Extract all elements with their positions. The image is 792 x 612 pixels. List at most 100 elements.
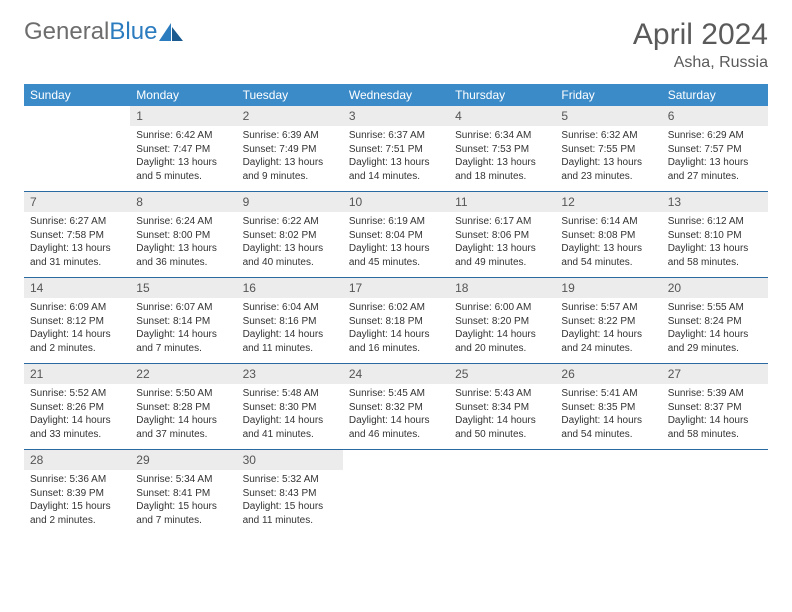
day-line: Sunrise: 5:32 AM (243, 473, 337, 487)
day-number (555, 449, 661, 470)
day-header: Thursday (449, 84, 555, 106)
day-body (24, 126, 130, 184)
day-line: Daylight: 13 hours (243, 156, 337, 170)
day-line: and 50 minutes. (455, 428, 549, 442)
day-body: Sunrise: 6:12 AMSunset: 8:10 PMDaylight:… (662, 212, 768, 277)
day-line: Sunset: 8:18 PM (349, 315, 443, 329)
day-body: Sunrise: 6:07 AMSunset: 8:14 PMDaylight:… (130, 298, 236, 363)
day-number (343, 449, 449, 470)
day-header-row: SundayMondayTuesdayWednesdayThursdayFrid… (24, 84, 768, 106)
day-line: Sunrise: 6:24 AM (136, 215, 230, 229)
day-line: Daylight: 14 hours (561, 414, 655, 428)
day-number: 13 (662, 191, 768, 212)
calendar-day (449, 449, 555, 535)
day-number: 5 (555, 106, 661, 126)
day-line: Daylight: 13 hours (561, 156, 655, 170)
day-number: 26 (555, 363, 661, 384)
day-line: Sunrise: 6:19 AM (349, 215, 443, 229)
day-line: Daylight: 14 hours (243, 414, 337, 428)
day-line: Daylight: 14 hours (136, 328, 230, 342)
day-number: 20 (662, 277, 768, 298)
day-line: Sunset: 8:24 PM (668, 315, 762, 329)
day-number: 14 (24, 277, 130, 298)
day-line: Daylight: 14 hours (561, 328, 655, 342)
day-body: Sunrise: 5:36 AMSunset: 8:39 PMDaylight:… (24, 470, 130, 535)
day-line: Sunrise: 5:50 AM (136, 387, 230, 401)
day-body: Sunrise: 6:22 AMSunset: 8:02 PMDaylight:… (237, 212, 343, 277)
calendar-table: SundayMondayTuesdayWednesdayThursdayFrid… (24, 84, 768, 535)
day-line: Daylight: 13 hours (455, 242, 549, 256)
calendar-week: 7Sunrise: 6:27 AMSunset: 7:58 PMDaylight… (24, 191, 768, 277)
calendar-day: 23Sunrise: 5:48 AMSunset: 8:30 PMDayligh… (237, 363, 343, 449)
day-line: Sunset: 8:32 PM (349, 401, 443, 415)
day-line: Daylight: 14 hours (455, 414, 549, 428)
day-number: 29 (130, 449, 236, 470)
day-line: Sunrise: 5:41 AM (561, 387, 655, 401)
day-line: Sunrise: 5:48 AM (243, 387, 337, 401)
day-header: Sunday (24, 84, 130, 106)
calendar-day: 13Sunrise: 6:12 AMSunset: 8:10 PMDayligh… (662, 191, 768, 277)
day-line: Sunrise: 6:42 AM (136, 129, 230, 143)
day-line: Daylight: 14 hours (349, 414, 443, 428)
day-line: Sunset: 8:08 PM (561, 229, 655, 243)
calendar-day: 4Sunrise: 6:34 AMSunset: 7:53 PMDaylight… (449, 106, 555, 191)
calendar-day: 21Sunrise: 5:52 AMSunset: 8:26 PMDayligh… (24, 363, 130, 449)
day-line: Sunrise: 6:09 AM (30, 301, 124, 315)
calendar-day: 16Sunrise: 6:04 AMSunset: 8:16 PMDayligh… (237, 277, 343, 363)
day-line: Sunset: 8:14 PM (136, 315, 230, 329)
day-line: and 20 minutes. (455, 342, 549, 356)
calendar-day (343, 449, 449, 535)
day-number: 15 (130, 277, 236, 298)
day-body: Sunrise: 6:02 AMSunset: 8:18 PMDaylight:… (343, 298, 449, 363)
day-line: Sunrise: 6:29 AM (668, 129, 762, 143)
day-line: Daylight: 14 hours (668, 328, 762, 342)
day-line: Daylight: 13 hours (30, 242, 124, 256)
day-body (449, 470, 555, 528)
calendar-week: 28Sunrise: 5:36 AMSunset: 8:39 PMDayligh… (24, 449, 768, 535)
day-line: Daylight: 14 hours (30, 328, 124, 342)
logo-text-general: General (24, 18, 109, 45)
day-line: Sunset: 7:53 PM (455, 143, 549, 157)
day-line: Sunset: 7:49 PM (243, 143, 337, 157)
day-number: 2 (237, 106, 343, 126)
day-line: Daylight: 13 hours (668, 242, 762, 256)
day-body: Sunrise: 6:32 AMSunset: 7:55 PMDaylight:… (555, 126, 661, 191)
day-line: Daylight: 14 hours (30, 414, 124, 428)
day-number: 30 (237, 449, 343, 470)
day-line: Sunset: 7:55 PM (561, 143, 655, 157)
day-line: Sunset: 8:26 PM (30, 401, 124, 415)
day-number: 23 (237, 363, 343, 384)
day-header: Tuesday (237, 84, 343, 106)
day-line: Sunset: 7:57 PM (668, 143, 762, 157)
calendar-day: 3Sunrise: 6:37 AMSunset: 7:51 PMDaylight… (343, 106, 449, 191)
calendar-week: 1Sunrise: 6:42 AMSunset: 7:47 PMDaylight… (24, 106, 768, 191)
logo-text-blue: Blue (109, 18, 157, 45)
day-line: Sunrise: 6:12 AM (668, 215, 762, 229)
day-line: and 37 minutes. (136, 428, 230, 442)
day-line: and 54 minutes. (561, 256, 655, 270)
logo-sail-icon (159, 23, 183, 41)
day-line: Sunset: 7:47 PM (136, 143, 230, 157)
calendar-day: 11Sunrise: 6:17 AMSunset: 8:06 PMDayligh… (449, 191, 555, 277)
day-line: Sunrise: 6:34 AM (455, 129, 549, 143)
day-line: Sunrise: 5:43 AM (455, 387, 549, 401)
day-line: and 36 minutes. (136, 256, 230, 270)
day-line: Sunset: 8:04 PM (349, 229, 443, 243)
day-body: Sunrise: 5:55 AMSunset: 8:24 PMDaylight:… (662, 298, 768, 363)
day-line: Sunset: 8:02 PM (243, 229, 337, 243)
day-number: 9 (237, 191, 343, 212)
day-line: Sunset: 7:58 PM (30, 229, 124, 243)
day-body: Sunrise: 6:42 AMSunset: 7:47 PMDaylight:… (130, 126, 236, 191)
page-subtitle: Asha, Russia (633, 54, 768, 72)
calendar-day: 5Sunrise: 6:32 AMSunset: 7:55 PMDaylight… (555, 106, 661, 191)
calendar-day: 28Sunrise: 5:36 AMSunset: 8:39 PMDayligh… (24, 449, 130, 535)
title-block: April 2024 Asha, Russia (633, 18, 768, 72)
logo: GeneralBlue (24, 18, 183, 46)
day-line: Sunset: 8:37 PM (668, 401, 762, 415)
day-line: Daylight: 14 hours (455, 328, 549, 342)
day-line: and 27 minutes. (668, 170, 762, 184)
day-line: and 58 minutes. (668, 428, 762, 442)
day-line: and 16 minutes. (349, 342, 443, 356)
header: GeneralBlue April 2024 Asha, Russia (24, 18, 768, 72)
day-line: Sunset: 8:12 PM (30, 315, 124, 329)
